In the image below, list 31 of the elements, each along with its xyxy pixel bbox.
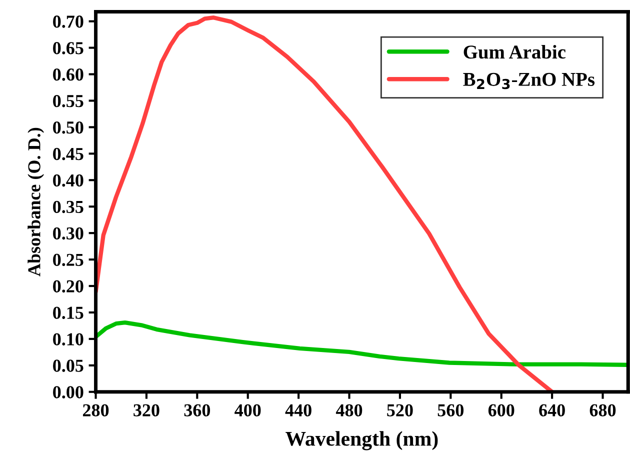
- x-tick-label: 480: [336, 404, 362, 416]
- y-tick-label: 0.30: [53, 227, 84, 240]
- y-tick-label: 0.45: [53, 148, 84, 160]
- y-tick-label: 0.70: [53, 16, 84, 28]
- x-tick-label: 280: [82, 404, 109, 416]
- y-tick-label: 0.10: [53, 333, 84, 346]
- legend-label: B$_{2}$O$_{3}$-ZnO NPs: [463, 72, 595, 90]
- x-tick-label: 560: [438, 404, 464, 416]
- x-tick-label: 320: [134, 404, 160, 416]
- x-tick-label: 520: [387, 404, 413, 416]
- x-tick-label: 400: [234, 404, 261, 416]
- y-tick-label: 0.15: [53, 306, 84, 319]
- y-tick-label: 0.50: [53, 121, 84, 134]
- x-tick-label: 680: [590, 404, 616, 416]
- x-tick-label: 440: [285, 404, 312, 416]
- x-axis-title: Wavelength (nm): [286, 431, 438, 450]
- line-series: [96, 320, 628, 367]
- x-tick-label: 360: [184, 404, 210, 416]
- y-tick-label: 0.35: [53, 200, 84, 214]
- y-tick-label: 0.65: [53, 42, 84, 54]
- y-axis-title: Absorbance (O. D.): [28, 128, 44, 276]
- y-tick-label: 0.40: [53, 174, 84, 187]
- y-tick-label: 0.20: [53, 280, 84, 293]
- y-tick-label: 0.25: [53, 254, 84, 266]
- y-tick-label: 0.60: [53, 68, 84, 81]
- y-tick-label: 0.00: [53, 386, 84, 398]
- legend-label: Gum Arabic: [464, 44, 566, 59]
- y-tick-label: 0.05: [53, 360, 84, 372]
- x-tick-label: 600: [488, 404, 514, 416]
- x-tick-label: 640: [539, 404, 565, 416]
- y-tick-label: 0.55: [53, 94, 84, 108]
